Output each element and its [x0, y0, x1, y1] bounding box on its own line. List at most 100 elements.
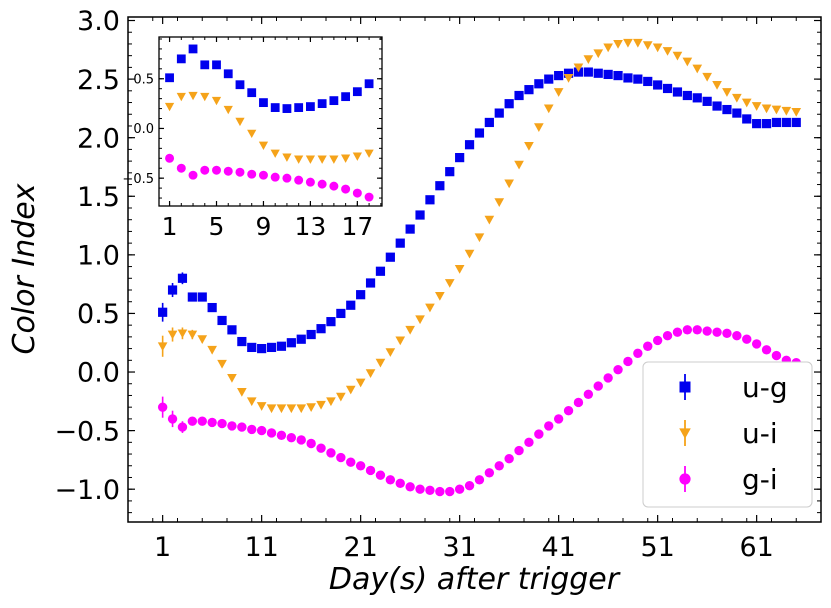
main-x-tick-label: 1	[154, 532, 171, 563]
inset-point-u-i	[223, 105, 233, 115]
main-point-u-g	[702, 96, 712, 106]
legend-marker-u-i	[679, 428, 691, 439]
main-point-u-g	[207, 302, 217, 313]
main-point-u-g	[257, 343, 267, 354]
main-point-u-i	[177, 329, 188, 339]
main-point-u-i	[365, 369, 376, 379]
main-point-u-i	[464, 249, 475, 259]
main-point-g-i	[623, 356, 633, 367]
main-point-u-g	[356, 290, 366, 300]
main-point-u-g	[435, 181, 445, 191]
inset-point-u-i	[364, 149, 374, 158]
inset-point-g-i	[364, 192, 374, 202]
main-point-u-i	[336, 392, 346, 402]
main-point-u-i	[444, 279, 455, 288]
inset-point-u-g	[282, 104, 292, 113]
main-point-u-i	[534, 123, 544, 132]
main-point-u-g	[722, 104, 732, 115]
main-y-tick-label: 2.5	[77, 65, 120, 96]
inset-point-u-i	[282, 153, 292, 162]
main-point-u-i	[682, 57, 693, 67]
main-point-g-i	[722, 328, 732, 339]
inset-point-u-g	[176, 54, 186, 64]
main-point-u-g	[544, 74, 554, 84]
main-point-u-i	[652, 43, 663, 53]
main-point-g-i	[415, 484, 425, 494]
main-point-u-i	[633, 38, 643, 48]
inset-point-u-i	[305, 155, 316, 164]
main-point-u-i	[563, 74, 574, 83]
inset-point-u-i	[270, 149, 280, 158]
main-point-g-i	[633, 348, 643, 358]
main-point-g-i	[286, 432, 297, 443]
main-point-u-i	[761, 104, 772, 114]
inset-point-u-i	[247, 129, 257, 139]
legend-entry-u-g: u-g	[679, 371, 788, 404]
main-point-g-i	[227, 421, 237, 431]
inset-point-u-i	[188, 91, 198, 101]
main-point-g-i	[751, 339, 762, 349]
main-point-g-i	[702, 326, 712, 336]
main-point-u-g	[653, 80, 663, 90]
inset-point-u-g	[306, 102, 315, 111]
main-point-g-i	[504, 454, 514, 464]
main-point-u-i	[454, 265, 465, 274]
inset-point-u-g	[200, 60, 210, 70]
main-x-tick-label: 11	[244, 532, 278, 563]
main-point-u-i	[672, 51, 683, 61]
legend-entry-u-i: u-i	[679, 417, 778, 450]
inset-point-u-i	[258, 141, 269, 150]
main-point-g-i	[157, 402, 168, 412]
main-point-g-i	[355, 461, 366, 471]
main-point-u-i	[167, 330, 178, 340]
main-point-u-g	[514, 90, 524, 101]
main-point-u-g	[692, 93, 702, 103]
inset-point-u-i	[317, 155, 327, 164]
main-point-u-g	[326, 317, 336, 327]
inset-point-g-i	[165, 153, 175, 163]
main-point-g-i	[573, 397, 584, 408]
inset-point-g-i	[341, 184, 351, 194]
main-point-u-g	[158, 307, 168, 317]
main-point-u-i	[514, 160, 524, 170]
main-x-tick-label: 21	[343, 532, 377, 563]
inset-point-g-i	[235, 167, 245, 177]
inset-x-tick-label: 17	[341, 212, 373, 241]
main-point-u-i	[306, 403, 316, 413]
inset-point-g-i	[223, 166, 233, 176]
main-point-g-i	[761, 345, 772, 355]
main-point-g-i	[306, 438, 316, 449]
main-point-u-i	[276, 404, 287, 414]
main-point-u-g	[286, 338, 296, 348]
main-point-g-i	[494, 461, 504, 471]
main-point-u-g	[375, 266, 386, 276]
main-y-tick-label: −1.0	[54, 475, 120, 506]
main-point-g-i	[692, 325, 702, 335]
main-point-g-i	[266, 428, 277, 438]
main-point-u-g	[217, 315, 227, 326]
main-point-g-i	[544, 421, 554, 431]
inset-point-u-g	[294, 103, 304, 112]
inset-plot: 1 5 9 13 17 0.5 0.0 −0.5	[122, 36, 383, 241]
main-point-u-i	[751, 102, 762, 111]
main-point-u-g	[306, 329, 316, 340]
main-point-u-g	[177, 273, 188, 283]
inset-point-g-i	[270, 172, 280, 182]
main-y-tick-label: 0.0	[77, 358, 120, 389]
inset-point-g-i	[317, 179, 327, 189]
inset-plot-frame	[158, 36, 383, 207]
main-point-u-i	[662, 47, 673, 56]
main-point-g-i	[207, 417, 217, 428]
main-point-g-i	[732, 331, 742, 341]
inset-point-g-i	[212, 165, 221, 175]
main-y-tick-label: 2.0	[77, 123, 120, 154]
main-point-u-g	[613, 70, 623, 81]
main-point-u-g	[752, 119, 762, 129]
main-y-tick-label: 0.5	[77, 299, 120, 330]
main-point-g-i	[326, 448, 336, 458]
inset-ticks: 1 5 9 13 17 0.5 0.0 −0.5	[122, 37, 382, 241]
inset-point-u-i	[340, 154, 351, 163]
main-point-u-i	[712, 81, 722, 90]
main-point-g-i	[365, 465, 376, 476]
main-point-u-g	[554, 70, 564, 81]
